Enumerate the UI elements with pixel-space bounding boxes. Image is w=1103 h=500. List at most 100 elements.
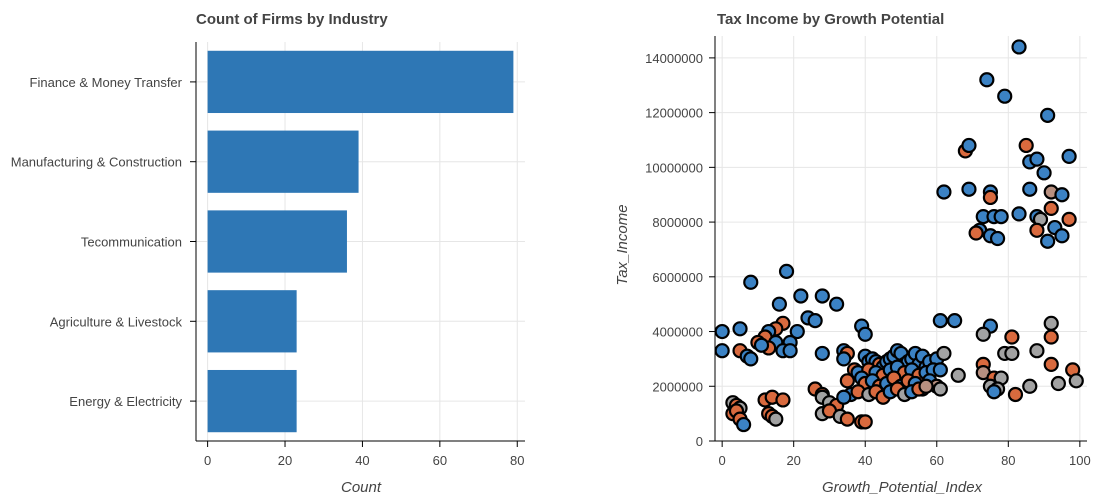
scatter-point (753, 337, 770, 353)
scatter-point (975, 326, 991, 342)
scatter-point (736, 416, 752, 433)
scatter-point (1004, 345, 1020, 362)
scatter-point (732, 321, 748, 337)
bar-chart-y-ticks: Finance & Money Transfer Manufacturing & … (11, 75, 196, 409)
scatter-point (839, 373, 855, 389)
scatter-point (936, 345, 952, 362)
bar-chart-count-of-firms: Count of Firms by Industry 0 20 40 60 80 Fin… (11, 11, 525, 496)
scatter-point (1022, 181, 1038, 197)
scatter-point (829, 296, 845, 312)
bar-category-label: Energy & Electricity (69, 394, 182, 409)
scatter-point (714, 343, 730, 359)
scatter-y-tick-label: 4000000 (652, 325, 703, 340)
bar-category-label: Agriculture & Livestock (50, 314, 183, 329)
scatter-x-tick-label: 40 (858, 453, 872, 468)
bar-chart-x-ticks: 0 20 40 60 80 (204, 441, 524, 468)
scatter-point (836, 351, 852, 367)
scatter-point (814, 288, 830, 304)
scatter-point (989, 230, 1006, 247)
scatter-point (775, 392, 791, 408)
bar (207, 210, 347, 273)
scatter-point (950, 367, 966, 383)
scatter-point (1061, 211, 1077, 227)
scatter-point (793, 288, 809, 304)
scatter-point (1068, 373, 1084, 389)
scatter-point (814, 345, 830, 362)
bar (207, 50, 514, 114)
scatter-x-tick-label: 100 (1069, 453, 1091, 468)
scatter-x-tick-label: 60 (930, 453, 944, 468)
scatter-point (778, 263, 795, 279)
scatter-point (1043, 200, 1059, 216)
scatter-point (932, 381, 948, 397)
bar (207, 369, 297, 433)
scatter-y-tick-label: 8000000 (652, 215, 703, 230)
scatter-point (1054, 228, 1070, 244)
scatter-point (968, 225, 984, 241)
scatter-chart-x-axis-label: Growth_Potential_Index (822, 479, 983, 496)
bar (207, 130, 359, 193)
scatter-chart-y-axis-label: Tax_Income (614, 204, 631, 285)
scatter-chart-y-ticks: 0 2000000 4000000 6000000 8000000 10000000 120… (645, 51, 715, 449)
scatter-x-tick-label: 20 (786, 453, 800, 468)
scatter-point (714, 323, 730, 340)
scatter-point (1022, 378, 1038, 394)
scatter-point (1011, 39, 1027, 55)
bar-x-tick-label: 60 (433, 453, 447, 468)
scatter-point (771, 296, 787, 312)
scatter-point (857, 414, 873, 430)
scatter-point (1029, 343, 1045, 359)
scatter-y-tick-label: 0 (696, 434, 703, 449)
scatter-point (936, 184, 952, 200)
scatter-point (993, 209, 1009, 225)
scatter-point (768, 411, 784, 427)
scatter-y-tick-label: 10000000 (645, 160, 703, 175)
scatter-point (1029, 222, 1045, 238)
scatter-point (1040, 107, 1056, 123)
scatter-point (961, 181, 977, 197)
bar-x-tick-label: 80 (510, 453, 524, 468)
scatter-point (961, 137, 977, 154)
bar (207, 290, 297, 353)
scatter-point (1040, 233, 1056, 249)
scatter-point (857, 326, 873, 342)
scatter-chart-points (714, 39, 1084, 433)
scatter-point (1043, 315, 1059, 331)
scatter-x-tick-label: 0 (719, 453, 726, 468)
bar-chart-title: Count of Firms by Industry (196, 11, 388, 28)
scatter-chart-title: Tax Income by Growth Potential (717, 11, 944, 28)
bar-x-tick-label: 0 (204, 453, 211, 468)
scatter-point (839, 411, 855, 427)
bar-category-label: Tecommunication (81, 235, 182, 250)
bar-x-tick-label: 20 (278, 453, 292, 468)
scatter-point (932, 362, 948, 378)
scatter-point (1061, 148, 1077, 165)
scatter-y-tick-label: 6000000 (652, 270, 703, 285)
scatter-point (1043, 329, 1059, 345)
scatter-point (979, 72, 995, 88)
bar-chart-x-axis-label: Count (341, 479, 382, 496)
scatter-point (932, 312, 948, 329)
scatter-point (743, 274, 759, 290)
scatter-y-tick-label: 14000000 (645, 51, 703, 66)
scatter-point (1054, 187, 1070, 203)
scatter-point (1004, 329, 1020, 345)
scatter-point (807, 312, 823, 329)
scatter-point (997, 88, 1013, 104)
scatter-point (836, 389, 852, 405)
scatter-point (1007, 386, 1024, 403)
scatter-point (982, 189, 999, 206)
scatter-point (1011, 206, 1027, 222)
scatter-point (789, 323, 805, 340)
scatter-point (1018, 137, 1034, 154)
scatter-y-tick-label: 12000000 (645, 106, 703, 121)
scatter-point (743, 351, 759, 367)
scatter-point (1050, 375, 1066, 392)
scatter-point (1043, 356, 1059, 372)
scatter-point (918, 378, 934, 394)
scatter-point (1036, 165, 1052, 181)
scatter-chart-tax-income: Tax Income by Growth Potential 0 20 40 60 80… (614, 11, 1091, 496)
scatter-point (1029, 151, 1045, 167)
scatter-point (947, 312, 963, 329)
